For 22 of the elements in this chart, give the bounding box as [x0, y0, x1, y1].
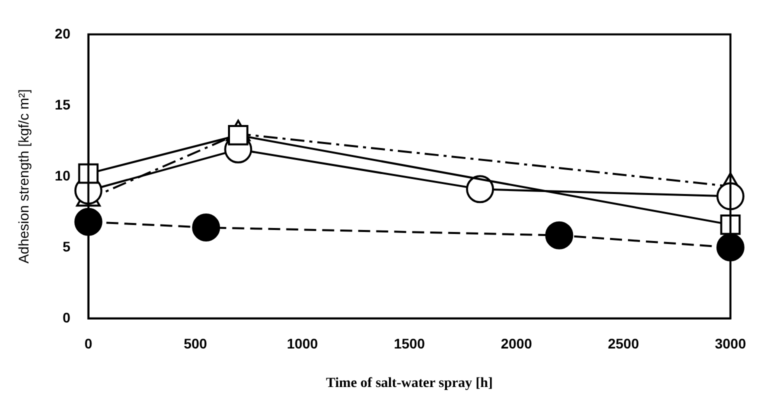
y-axis-title: Adhesion strength [kgf/c m²] — [15, 89, 32, 264]
x-tick-label: 500 — [184, 336, 208, 352]
x-tick-label: 3000 — [714, 336, 746, 352]
x-tick-label: 2000 — [500, 336, 532, 352]
point — [716, 182, 744, 210]
point — [545, 221, 574, 250]
y-tick-label: 0 — [62, 309, 71, 326]
x-tick-label: 1000 — [286, 336, 318, 352]
x-axis-title: Time of salt-water spray [h] — [326, 376, 493, 392]
x-tick-label: 1500 — [394, 336, 426, 352]
point — [720, 214, 741, 235]
point — [78, 163, 99, 184]
point — [192, 214, 220, 242]
point — [74, 208, 102, 236]
y-tick-label: 5 — [62, 238, 71, 254]
y-tick-label: 10 — [54, 167, 71, 184]
x-tick-label: 2500 — [608, 336, 640, 352]
y-tick-label: 15 — [54, 96, 71, 112]
y-tick-label: 20 — [54, 25, 71, 42]
point — [716, 233, 744, 262]
x-tick-label: 0 — [84, 336, 92, 352]
point — [466, 175, 494, 204]
